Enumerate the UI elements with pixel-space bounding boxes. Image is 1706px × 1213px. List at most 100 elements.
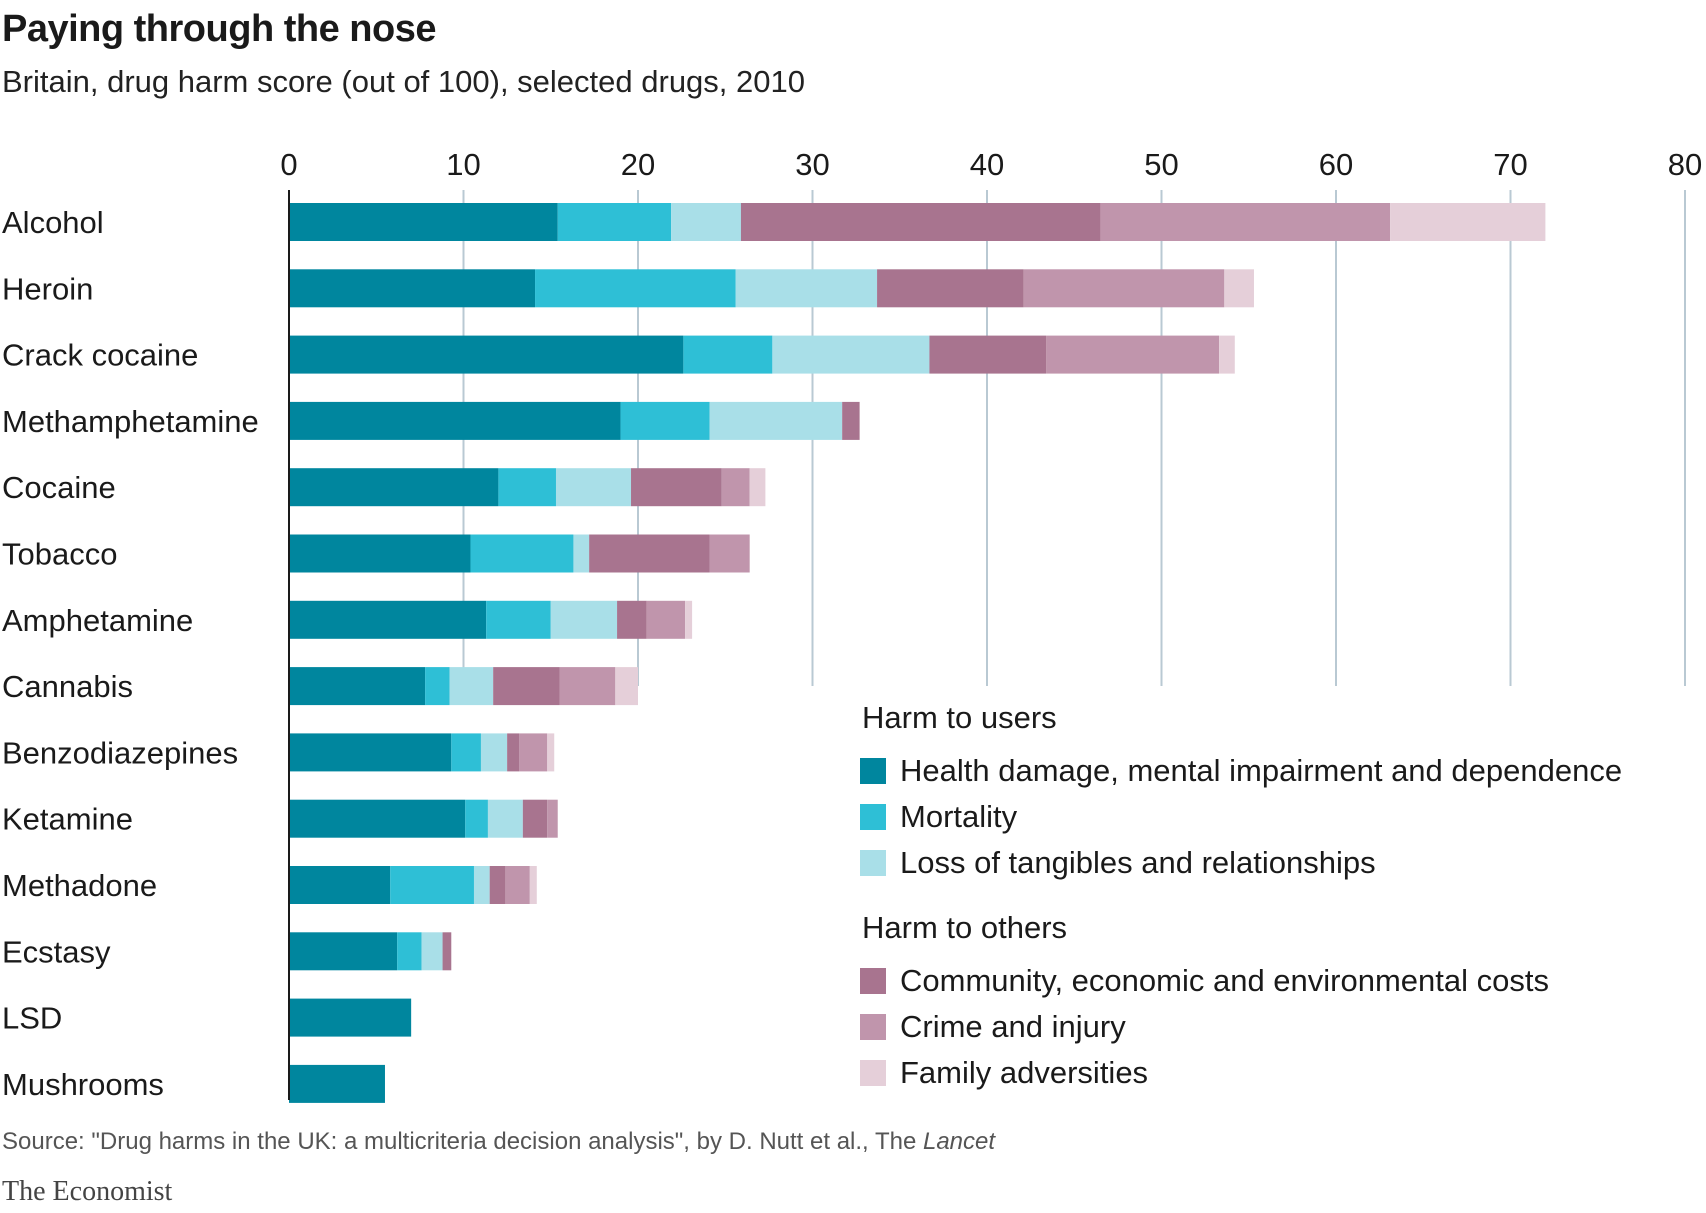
brand-logo: The Economist [2, 1176, 173, 1207]
bar-benzodiazepines-series-1 [451, 733, 481, 772]
x-tick-label-30: 30 [795, 147, 829, 182]
bar-ketamine-series-2 [487, 799, 523, 838]
bar-cocaine-series-3 [631, 468, 722, 507]
bar-crack-cocaine-series-4 [1046, 335, 1220, 374]
bar-ecstasy-series-3 [442, 932, 452, 971]
x-tick-label-50: 50 [1144, 147, 1178, 182]
bar-heroin-series-4 [1023, 269, 1225, 308]
legend-label-family: Family adversities [900, 1055, 1149, 1090]
bar-mushrooms-series-0 [289, 1064, 385, 1103]
bar-cocaine-series-0 [289, 468, 499, 507]
category-label-methadone: Methadone [2, 868, 157, 903]
source-note: Source: "Drug harms in the UK: a multicr… [2, 1128, 995, 1156]
legend-swatch-tangibles [860, 850, 886, 876]
bar-cocaine-series-5 [749, 468, 766, 507]
bar-methamphetamine-series-1 [620, 401, 710, 440]
bar-benzodiazepines-series-3 [507, 733, 520, 772]
category-label-ecstasy: Ecstasy [2, 934, 111, 969]
bar-ketamine-series-0 [289, 799, 466, 838]
category-label-crack-cocaine: Crack cocaine [2, 338, 198, 373]
bar-cannabis-series-0 [289, 667, 426, 706]
bar-alcohol-series-3 [740, 203, 1101, 241]
category-label-cannabis: Cannabis [2, 669, 133, 704]
bar-methadone-series-5 [529, 866, 537, 904]
source-journal: Lancet [922, 1128, 996, 1155]
bar-alcohol-series-5 [1390, 203, 1546, 241]
bar-ketamine-series-1 [465, 799, 488, 838]
bar-cannabis-series-2 [449, 667, 494, 706]
bar-tobacco-series-2 [573, 534, 590, 573]
bar-tobacco-series-3 [589, 534, 710, 573]
x-tick-label-40: 40 [970, 147, 1004, 182]
legend-item-tangibles: Loss of tangibles and relationships [860, 840, 1622, 886]
legend-label-community: Community, economic and environmental co… [900, 963, 1549, 998]
legend-swatch-mortality [860, 804, 886, 830]
bar-ecstasy-series-0 [289, 932, 398, 971]
bar-cannabis-series-5 [615, 667, 638, 706]
bar-heroin-series-2 [735, 269, 878, 308]
bar-benzodiazepines-series-2 [480, 733, 508, 772]
bar-heroin-series-3 [877, 269, 1024, 308]
category-label-alcohol: Alcohol [2, 205, 104, 240]
bar-benzodiazepines-series-0 [289, 733, 452, 772]
x-tick-label-70: 70 [1493, 147, 1527, 182]
bar-lsd-series-0 [289, 998, 412, 1037]
bars [289, 203, 1546, 1103]
legend-label-crime: Crime and injury [900, 1009, 1126, 1044]
bar-ketamine-series-3 [522, 799, 548, 838]
bar-alcohol-series-0 [289, 203, 558, 241]
bar-methamphetamine-series-3 [842, 401, 860, 440]
x-tick-label-10: 10 [446, 147, 480, 182]
x-tick-label-20: 20 [621, 147, 655, 182]
legend-item-family: Family adversities [860, 1050, 1622, 1096]
category-label-cocaine: Cocaine [2, 470, 116, 505]
bar-cannabis-series-1 [425, 667, 450, 706]
stacked-bar-chart: 0 10 20 30 40 50 60 70 80 Alcohol Heroin Crack coc… [2, 147, 1702, 1103]
chart-subtitle: Britain, drug harm score (out of 100), s… [2, 64, 805, 99]
category-labels: Alcohol Heroin Crack cocaine Methamphetamin… [2, 205, 259, 1102]
bar-amphetamine-series-0 [289, 600, 487, 639]
bar-methamphetamine-series-0 [289, 401, 621, 440]
legend-swatch-crime [860, 1014, 886, 1040]
category-label-tobacco: Tobacco [2, 537, 117, 572]
category-label-heroin: Heroin [2, 271, 93, 306]
category-label-ketamine: Ketamine [2, 802, 133, 837]
bar-amphetamine-series-5 [685, 600, 693, 639]
bar-tobacco-series-4 [709, 534, 750, 573]
legend-swatch-family [860, 1060, 886, 1086]
bar-crack-cocaine-series-5 [1219, 335, 1235, 374]
bar-amphetamine-series-2 [550, 600, 618, 639]
bar-methamphetamine-series-2 [709, 401, 843, 440]
bar-cannabis-series-3 [493, 667, 560, 706]
bar-methadone-series-0 [289, 866, 391, 904]
bar-ecstasy-series-1 [397, 932, 422, 971]
x-tick-label-60: 60 [1319, 147, 1353, 182]
bar-crack-cocaine-series-2 [772, 335, 930, 374]
legend-item-health: Health damage, mental impairment and dep… [860, 748, 1622, 794]
bar-amphetamine-series-1 [486, 600, 551, 639]
legend-label-health: Health damage, mental impairment and dep… [900, 753, 1623, 788]
legend-swatch-community [860, 968, 886, 994]
legend-group-users-title: Harm to users [862, 700, 1057, 735]
x-tick-label-0: 0 [280, 147, 297, 182]
bar-heroin-series-5 [1224, 269, 1254, 308]
bar-tobacco-series-1 [470, 534, 574, 573]
legend-item-crime: Crime and injury [860, 1004, 1622, 1050]
bar-benzodiazepines-series-4 [519, 733, 548, 772]
bar-methadone-series-3 [489, 866, 506, 904]
bar-cocaine-series-4 [721, 468, 750, 507]
x-tick-label-80: 80 [1668, 147, 1702, 182]
bar-heroin-series-1 [535, 269, 736, 308]
category-label-benzodiazepines: Benzodiazepines [2, 735, 238, 770]
bar-benzodiazepines-series-5 [547, 733, 555, 772]
legend-label-mortality: Mortality [900, 799, 1018, 834]
bar-methadone-series-4 [505, 866, 530, 904]
bar-alcohol-series-2 [671, 203, 741, 241]
bar-crack-cocaine-series-0 [289, 335, 684, 374]
bar-alcohol-series-1 [557, 203, 672, 241]
legend-group-others-title: Harm to others [862, 910, 1068, 945]
legend-item-mortality: Mortality [860, 794, 1622, 840]
bar-ketamine-series-4 [547, 799, 558, 838]
category-label-mushrooms: Mushrooms [2, 1067, 164, 1102]
bar-crack-cocaine-series-3 [929, 335, 1047, 374]
